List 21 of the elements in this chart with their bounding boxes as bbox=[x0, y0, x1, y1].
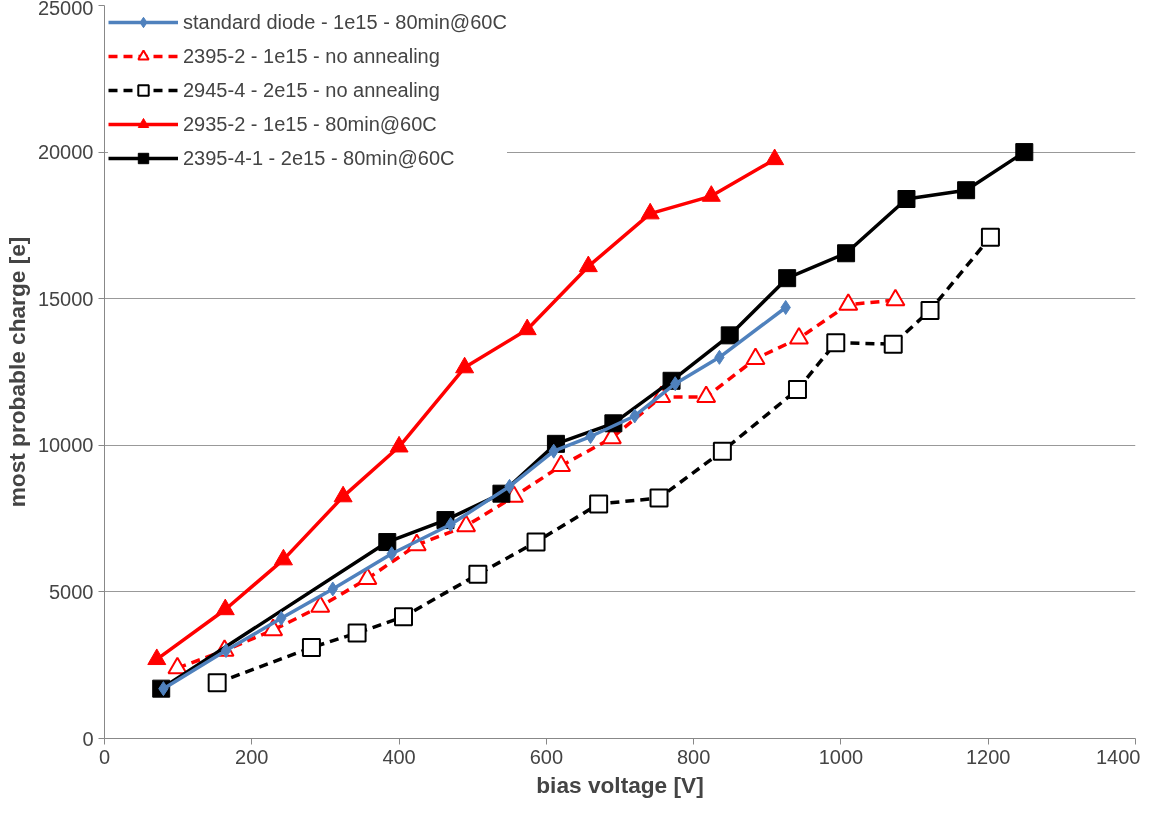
y-tick-label: 25000 bbox=[37, 0, 94, 19]
x-axis-title: bias voltage [V] bbox=[536, 771, 704, 798]
legend-label: 2935-2 - 1e15 - 80min@60C bbox=[183, 112, 437, 136]
y-tick-label: 20000 bbox=[37, 141, 94, 164]
x-tick-label: 400 bbox=[382, 745, 416, 768]
legend-label: 2945-4 - 2e15 - no annealing bbox=[183, 78, 440, 102]
x-tick-label: 600 bbox=[529, 745, 564, 768]
y-tick-label: 10000 bbox=[37, 434, 94, 457]
x-tick-label: 1000 bbox=[818, 745, 864, 768]
x-tick-label: 200 bbox=[235, 745, 269, 768]
y-tick-label: 15000 bbox=[37, 287, 94, 310]
legend-label: 2395-4-1 - 2e15 - 80min@60C bbox=[183, 146, 455, 170]
x-tick-label: 0 bbox=[98, 745, 111, 768]
y-tick-label: 5000 bbox=[49, 580, 94, 603]
x-tick-label: 1200 bbox=[965, 745, 1011, 768]
x-tick-label: 800 bbox=[676, 745, 711, 768]
x-tick-label: 1400 bbox=[1096, 745, 1141, 768]
legend-label: 2395-2 - 1e15 - no annealing bbox=[183, 44, 440, 68]
y-axis-title: most probable charge [e] bbox=[3, 236, 30, 508]
y-tick-label: 0 bbox=[82, 727, 94, 750]
legend-label: standard diode - 1e15 - 80min@60C bbox=[183, 10, 507, 34]
